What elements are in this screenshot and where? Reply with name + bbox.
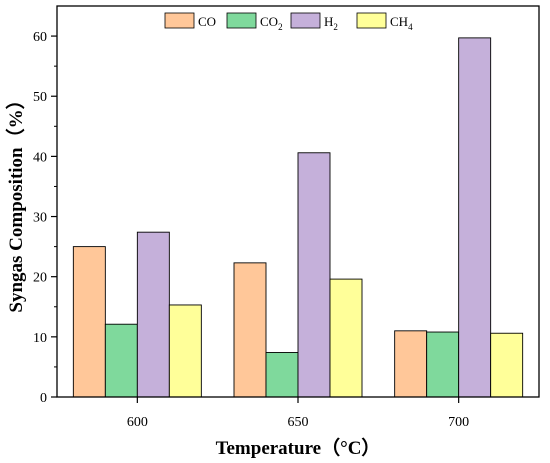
ticks-layer: 600 650 700 0 10 20 30 40 50 60	[33, 30, 469, 430]
bar-co2-700	[426, 331, 460, 398]
y-tick-label-20: 20	[33, 271, 47, 286]
legend-label-h2: H2	[324, 14, 338, 32]
bar-ch4-600	[168, 304, 202, 398]
bar-co2-650	[265, 352, 299, 398]
x-tick-label-650: 650	[288, 415, 309, 430]
y-tick-label-10: 10	[33, 331, 47, 346]
bar-co2-600	[104, 323, 138, 398]
x-tick-label-600: 600	[127, 415, 148, 430]
x-tick-label-700: 700	[448, 415, 469, 430]
x-axis-title: Temperature（°C）	[216, 436, 381, 459]
legend-item-ch4: CH4	[356, 12, 413, 32]
legend-swatch-co2	[226, 12, 257, 29]
y-tick-label-60: 60	[33, 30, 47, 45]
bar-co-600	[72, 246, 106, 398]
y-axis-title: Syngas Composition（%）	[4, 90, 27, 312]
legend-label-ch4: CH4	[390, 14, 413, 32]
y-tick-label-40: 40	[33, 150, 47, 165]
legend: CO CO2 H2 CH4	[164, 12, 413, 32]
y-tick-label-50: 50	[33, 90, 47, 105]
y-tick-label-30: 30	[33, 211, 47, 226]
legend-swatch-ch4	[356, 12, 387, 29]
legend-swatch-co	[164, 12, 195, 29]
bar-h2-650	[297, 152, 331, 398]
bar-ch4-650	[329, 278, 363, 398]
bar-co-650	[233, 262, 267, 398]
bar-h2-600	[136, 231, 170, 398]
y-tick-label-0: 0	[40, 391, 47, 406]
legend-item-co2: CO2	[226, 12, 283, 32]
bar-h2-700	[458, 37, 492, 398]
bar-co-700	[394, 330, 428, 398]
legend-label-co: CO	[198, 14, 216, 29]
legend-swatch-h2	[290, 12, 321, 29]
bar-ch4-700	[490, 332, 524, 398]
legend-item-co: CO	[164, 12, 216, 29]
legend-item-h2: H2	[290, 12, 338, 32]
legend-label-co2: CO2	[260, 14, 283, 32]
bars-layer	[72, 37, 524, 398]
